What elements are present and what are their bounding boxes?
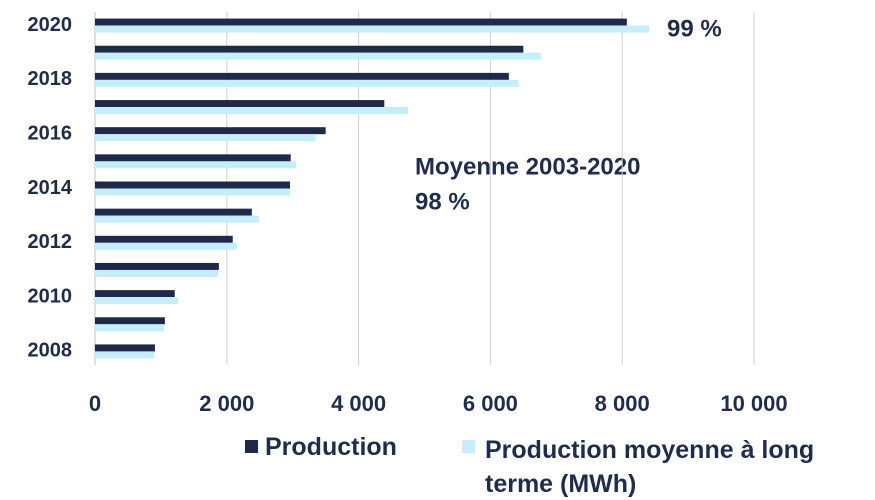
y-tick-label: 2018 <box>28 68 73 90</box>
bar <box>95 351 155 359</box>
y-tick-label: 2020 <box>28 14 73 36</box>
bar <box>95 18 627 26</box>
y-tick-label: 2014 <box>28 177 73 199</box>
bar <box>95 317 165 325</box>
bar <box>95 100 385 108</box>
bar <box>95 25 650 33</box>
bar <box>95 107 409 115</box>
bar <box>95 208 252 216</box>
legend-swatch <box>462 440 475 453</box>
bar <box>95 79 519 87</box>
x-tick-label: 4 000 <box>331 391 386 416</box>
bar <box>95 344 155 352</box>
bar <box>95 134 316 142</box>
x-tick-label: 8 000 <box>595 391 650 416</box>
bar <box>95 154 291 162</box>
legend-swatch <box>245 440 258 453</box>
legend-label: Production moyenne à long terme (MWh) <box>485 436 815 498</box>
y-tick-label: 2008 <box>28 340 73 362</box>
annotation: 98 % <box>415 188 470 215</box>
bar <box>95 269 219 277</box>
bar <box>95 52 542 60</box>
bar <box>95 72 509 80</box>
x-tick-label: 10 000 <box>720 391 787 416</box>
x-tick-label: 2 000 <box>199 391 254 416</box>
bar <box>95 188 291 196</box>
y-tick-label: 2016 <box>28 122 73 144</box>
bar <box>95 235 233 243</box>
y-tick-label: 2010 <box>28 285 73 307</box>
y-tick-label: 2012 <box>28 231 73 253</box>
plot: 99 % Moyenne 2003-2020 98 % 0 2 000 4 000 6… <box>28 12 788 416</box>
bar <box>95 242 237 250</box>
x-tick-label: 0 <box>89 391 101 416</box>
legend-label: Production <box>265 433 397 461</box>
bar <box>95 127 326 135</box>
bar <box>95 297 179 305</box>
annotation: Moyenne 2003-2020 <box>415 153 640 180</box>
bar <box>95 262 219 270</box>
bar <box>95 215 260 223</box>
bar <box>95 45 524 53</box>
annotation: 99 % <box>667 15 722 42</box>
bar <box>95 324 165 332</box>
x-tick-label: 6 000 <box>463 391 518 416</box>
bar <box>95 290 175 298</box>
bar <box>95 161 296 169</box>
bar <box>95 181 291 189</box>
